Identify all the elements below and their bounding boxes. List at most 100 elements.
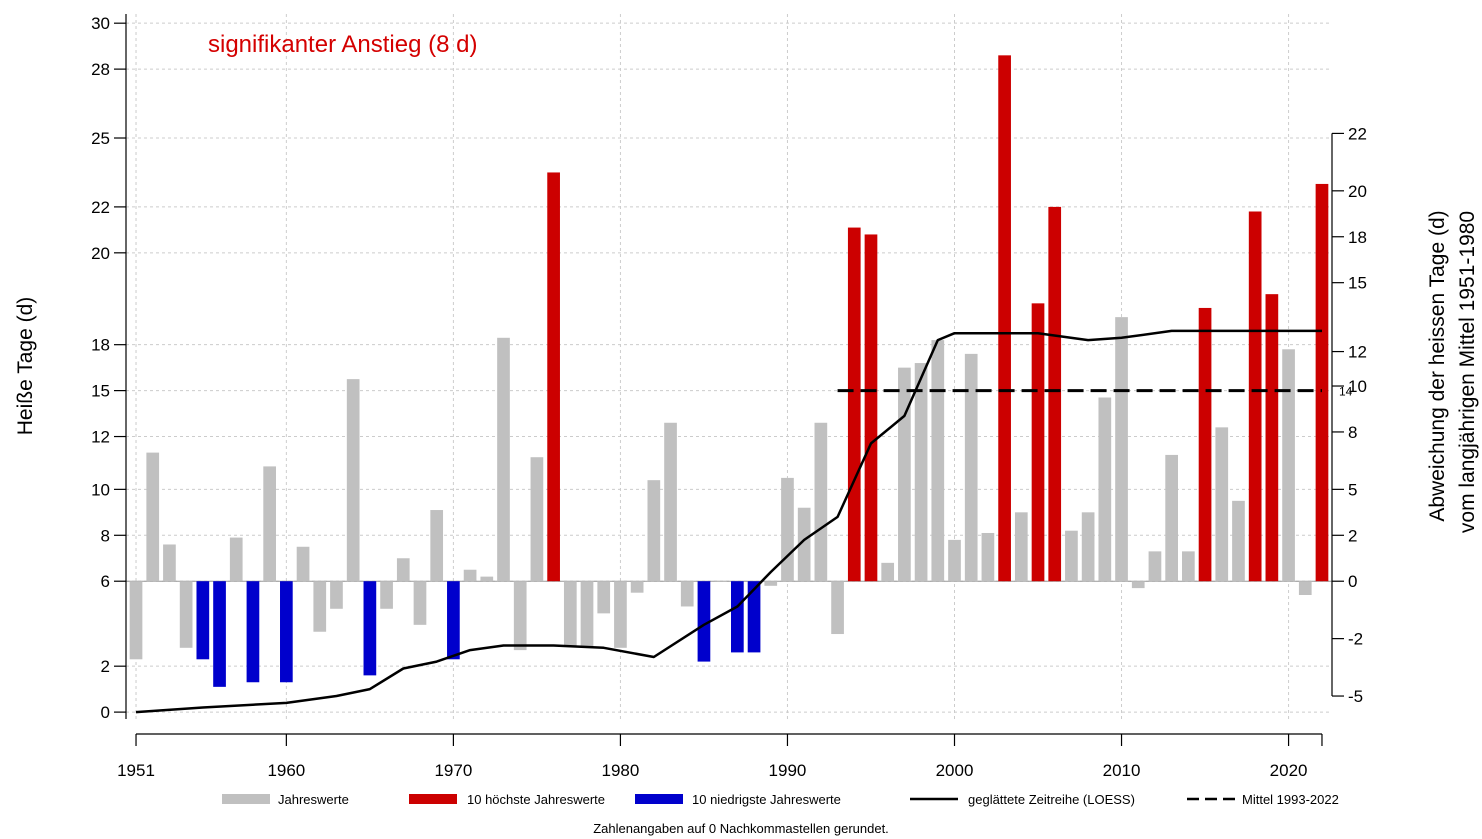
left-tick-label: 2 <box>101 657 110 676</box>
bar-2012 <box>1148 551 1162 582</box>
x-tick-label: 2000 <box>936 761 974 780</box>
left-axis-title: Heiße Tage (d) <box>14 297 37 436</box>
left-tick-label: 6 <box>101 572 110 591</box>
right-tick-label: 0 <box>1348 572 1357 591</box>
bar-1954 <box>179 581 193 648</box>
mean-line-label: 14 <box>1339 385 1353 399</box>
bar-1975 <box>530 457 544 582</box>
bar-1994 <box>847 227 861 582</box>
right-tick-label: 18 <box>1348 228 1367 247</box>
bar-1977 <box>563 581 577 646</box>
bar-2005 <box>1031 303 1045 582</box>
bar-1993 <box>831 581 844 635</box>
bar-1952 <box>146 452 160 582</box>
bar-1992 <box>814 422 828 582</box>
bar-1968 <box>413 581 427 625</box>
bar-2000 <box>948 539 961 582</box>
bar-2021 <box>1298 581 1312 595</box>
bar-1989 <box>764 581 778 586</box>
left-tick-label: 15 <box>91 382 110 401</box>
bar-1970 <box>447 581 460 660</box>
right-axis-title-line1: Abweichung der heissen Tage (d) <box>1426 210 1449 521</box>
bar-1965 <box>363 581 377 676</box>
bar-1959 <box>263 466 276 582</box>
bar-1990 <box>781 477 794 582</box>
trend-annotation: signifikanter Anstieg (8 d) <box>208 31 477 58</box>
bar-1997 <box>898 367 911 582</box>
bar-2014 <box>1182 551 1195 582</box>
bar-1960 <box>280 581 293 683</box>
bar-2018 <box>1248 211 1262 582</box>
x-tick-label: 1980 <box>602 761 640 780</box>
bar-1963 <box>330 581 343 609</box>
bar-1961 <box>296 546 310 582</box>
bar-1984 <box>680 581 694 607</box>
bar-1973 <box>497 337 510 582</box>
left-tick-label: 25 <box>91 129 110 148</box>
left-tick-label: 30 <box>91 14 110 33</box>
x-tick-label: 1990 <box>769 761 807 780</box>
bar-2017 <box>1232 500 1245 582</box>
left-tick-label: 20 <box>91 244 110 263</box>
bar-2002 <box>981 532 995 582</box>
bar-2003 <box>998 55 1011 582</box>
bar-1985 <box>697 581 711 662</box>
bar-1974 <box>513 581 527 651</box>
left-tick-label: 28 <box>91 60 110 79</box>
bar-1988 <box>747 581 761 653</box>
right-tick-label: -2 <box>1348 630 1363 649</box>
bar-1966 <box>380 581 393 609</box>
bar-1999 <box>931 340 945 582</box>
left-tick-label: 12 <box>91 428 110 447</box>
left-tick-label: 22 <box>91 198 110 217</box>
loess-line <box>135 329 1322 714</box>
bar-1986 <box>714 581 727 582</box>
bar-1958 <box>246 581 260 683</box>
right-tick-label: 15 <box>1348 274 1367 293</box>
bar-1953 <box>163 544 176 582</box>
bar-2019 <box>1265 294 1279 582</box>
right-tick-label: 20 <box>1348 182 1367 201</box>
bar-1956 <box>213 581 226 687</box>
bar-1972 <box>480 576 494 582</box>
bar-2004 <box>1014 512 1028 582</box>
right-tick-label: 8 <box>1348 423 1357 442</box>
bar-1983 <box>664 422 677 582</box>
left-tick-label: 0 <box>101 703 110 722</box>
x-tick-label: 1960 <box>267 761 305 780</box>
bar-2010 <box>1115 317 1128 582</box>
bar-2006 <box>1048 206 1062 582</box>
right-tick-label: 2 <box>1348 526 1357 545</box>
bar-1982 <box>647 480 661 582</box>
legend-label-1: 10 höchste Jahreswerte <box>467 792 605 807</box>
bar-1980 <box>614 581 627 648</box>
bar-2016 <box>1215 427 1229 582</box>
bar-1987 <box>731 581 744 653</box>
bar-1955 <box>196 581 210 660</box>
bar-1976 <box>547 172 560 582</box>
left-tick-label: 8 <box>101 526 110 545</box>
x-tick-label: 1951 <box>117 761 155 780</box>
right-tick-label: 22 <box>1348 124 1367 143</box>
x-tick-label: 1970 <box>434 761 472 780</box>
bar-1962 <box>313 581 327 632</box>
bar-2020 <box>1282 349 1295 582</box>
bar-1978 <box>580 581 594 648</box>
x-tick-label: 2010 <box>1103 761 1141 780</box>
bar-2001 <box>964 353 978 582</box>
legend-label-4: Mittel 1993-2022 <box>1242 792 1339 807</box>
bar-1964 <box>346 379 360 582</box>
left-tick-label: 10 <box>91 480 110 499</box>
bar-2009 <box>1098 397 1112 582</box>
left-tick-label: 18 <box>91 336 110 355</box>
bar-2008 <box>1081 512 1095 582</box>
bar-1991 <box>797 507 811 582</box>
legend-swatch-2 <box>635 794 683 804</box>
legend-swatch-0 <box>222 794 270 804</box>
bar-1969 <box>430 510 444 582</box>
bar-1957 <box>229 537 243 582</box>
bar-2011 <box>1131 581 1145 589</box>
bar-1971 <box>463 569 477 582</box>
bar-1998 <box>914 363 928 582</box>
